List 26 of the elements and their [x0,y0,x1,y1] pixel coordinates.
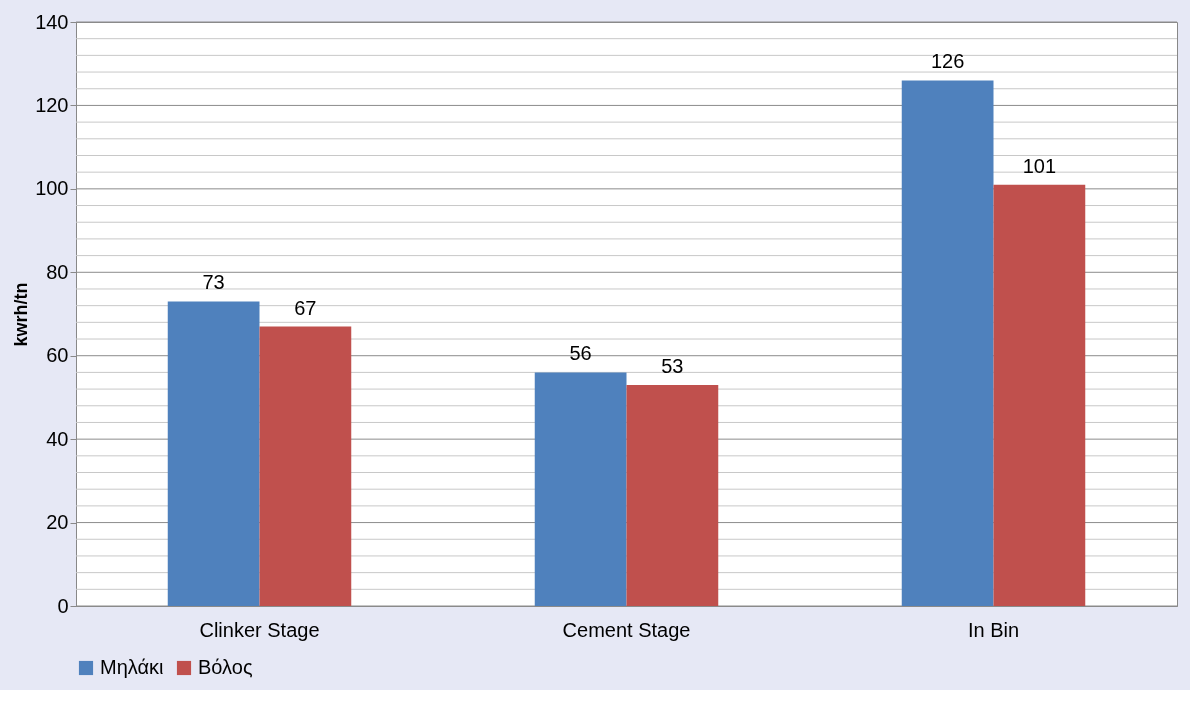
y-tick-label: 60 [46,344,69,367]
y-axis-title: kwrh/tn [11,282,32,347]
y-tick-label: 80 [46,260,69,283]
data-label: 73 [202,271,225,294]
data-label: 101 [1022,154,1057,177]
legend-label: Μηλάκι [100,656,164,678]
y-tick-label: 140 [35,10,69,33]
x-tick-label: Clinker Stage [199,618,320,641]
data-label: 56 [569,342,592,365]
y-tick-label: 40 [46,427,69,450]
data-label: 67 [294,296,317,319]
bar [534,372,627,606]
data-label: 126 [930,50,965,73]
y-tick-label: 0 [57,594,69,617]
y-tick-label: 100 [35,177,69,200]
bar [901,80,994,606]
y-tick-label: 20 [46,511,69,534]
x-tick-label: In Bin [967,618,1020,641]
bar [167,301,260,606]
data-label: 53 [661,354,684,377]
legend-label: Βόλος [198,656,253,678]
y-tick-label: 120 [35,93,69,116]
x-tick-label: Cement Stage [562,618,691,641]
bar [626,384,719,606]
bar [993,184,1086,606]
bar [259,326,352,606]
